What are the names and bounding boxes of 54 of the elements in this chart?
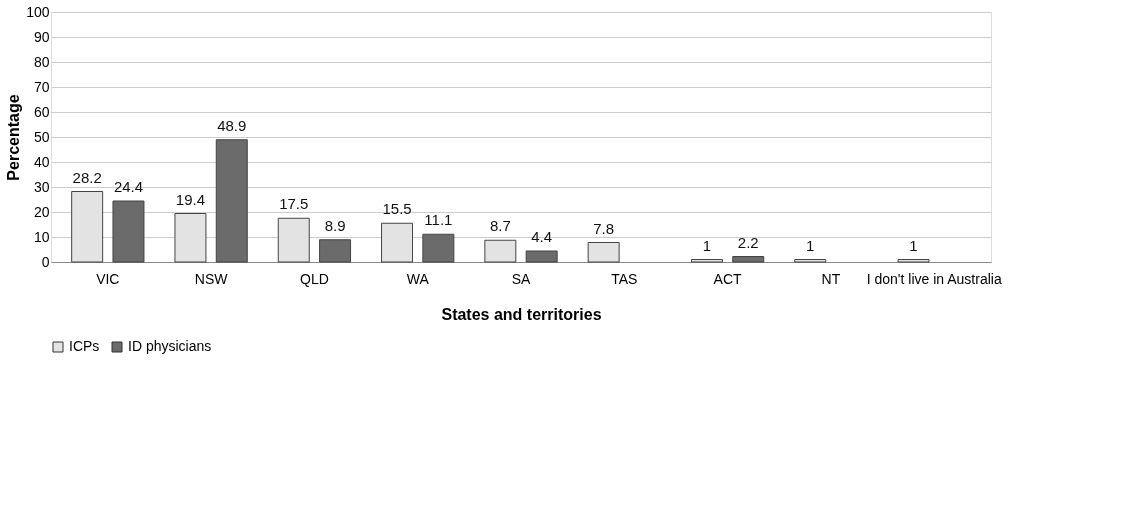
data-label: 2.2 (737, 233, 759, 251)
data-label: 8.7 (489, 217, 511, 235)
x-tick-label: TAS (611, 270, 638, 287)
x-tick-label: I don't live in Australia (866, 270, 1002, 287)
bar (381, 222, 414, 263)
bar (277, 217, 310, 263)
y-axis-title: Percentage (5, 94, 23, 181)
bar (525, 250, 558, 263)
y-tick-label: 90 (33, 28, 50, 45)
bar (794, 259, 827, 263)
bar (319, 239, 352, 263)
data-label: 24.4 (113, 178, 144, 195)
data-label: 19.4 (175, 190, 206, 208)
data-label: 1 (909, 236, 918, 254)
y-tick-label: 60 (33, 103, 50, 120)
data-label: 7.8 (593, 219, 615, 237)
bar (215, 139, 248, 263)
x-tick-label: NT (821, 270, 841, 287)
x-tick-label: QLD (300, 270, 329, 287)
data-label: 11.1 (424, 211, 453, 229)
y-tick-label: 10 (33, 228, 50, 245)
x-tick-label: WA (406, 270, 430, 287)
x-tick-label: SA (511, 270, 531, 287)
data-label: 17.5 (279, 195, 309, 213)
data-label: 48.9 (217, 116, 247, 134)
x-tick-label: NSW (194, 270, 229, 287)
y-tick-label: 40 (33, 153, 50, 170)
legend-label: ID physicians (128, 338, 212, 354)
legend-label: ICPs (69, 338, 100, 354)
data-label: 8.9 (324, 216, 346, 234)
x-tick-label: ACT (713, 270, 743, 287)
bar (587, 242, 620, 263)
data-label: 1 (702, 236, 712, 254)
y-tick-label: 50 (33, 128, 50, 145)
data-label: 28.2 (72, 168, 102, 186)
y-tick-label: 20 (33, 203, 50, 220)
data-label: 4.4 (531, 228, 553, 245)
y-tick-label: 0 (41, 253, 50, 270)
bar (732, 256, 765, 263)
bar (897, 259, 930, 263)
bar (71, 191, 104, 263)
data-label: 1 (806, 236, 815, 254)
y-tick-label: 100 (26, 3, 50, 20)
y-tick-label: 80 (33, 53, 50, 70)
bar (484, 239, 517, 263)
y-tick-label: 70 (33, 78, 50, 95)
bar (422, 233, 455, 263)
bar (174, 213, 207, 263)
bar (112, 200, 145, 263)
y-tick-label: 30 (33, 178, 50, 195)
x-tick-label: VIC (96, 270, 120, 287)
x-axis-title: States and territories (441, 305, 602, 323)
data-label: 15.5 (382, 200, 412, 218)
bar (690, 259, 723, 263)
